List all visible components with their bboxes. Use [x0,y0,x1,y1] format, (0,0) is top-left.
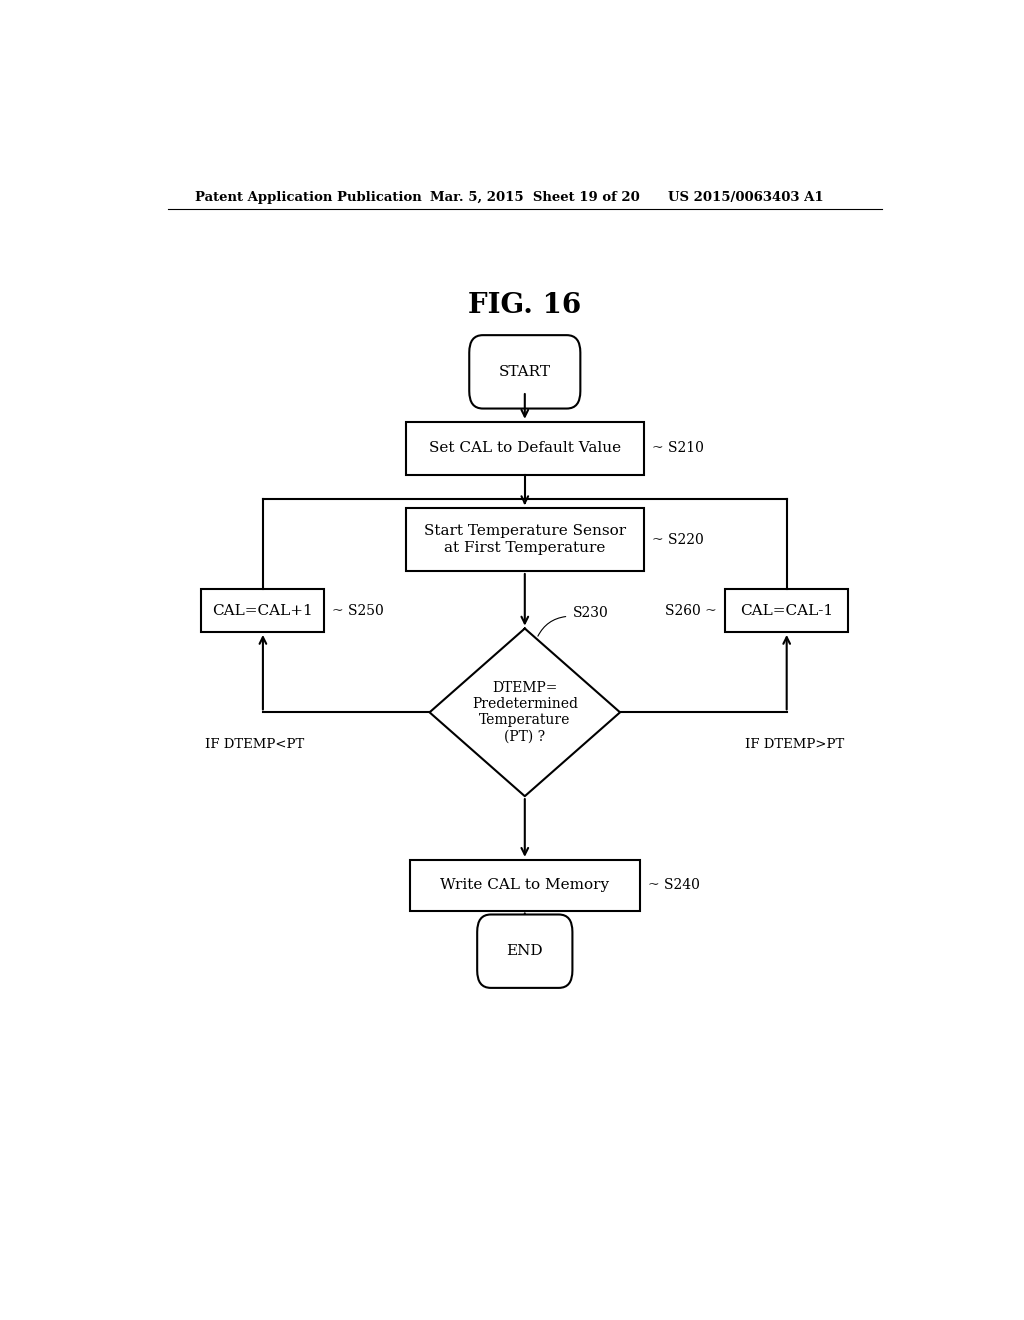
Text: ~ S240: ~ S240 [648,878,699,892]
Text: END: END [507,944,543,958]
Text: ~ S210: ~ S210 [652,441,703,455]
FancyBboxPatch shape [469,335,581,408]
Text: US 2015/0063403 A1: US 2015/0063403 A1 [668,190,823,203]
Text: Mar. 5, 2015  Sheet 19 of 20: Mar. 5, 2015 Sheet 19 of 20 [430,190,639,203]
Text: ~ S250: ~ S250 [333,603,384,618]
Bar [725,589,848,632]
Bar [406,421,644,474]
Bar [202,589,325,632]
Text: IF DTEMP>PT: IF DTEMP>PT [745,738,844,751]
Text: S230: S230 [572,606,608,620]
Text: Start Temperature Sensor
at First Temperature: Start Temperature Sensor at First Temper… [424,524,626,554]
Text: DTEMP=
Predetermined
Temperature
(PT) ?: DTEMP= Predetermined Temperature (PT) ? [472,681,578,743]
Text: START: START [499,364,551,379]
Text: CAL=CAL-1: CAL=CAL-1 [740,603,834,618]
Polygon shape [430,628,620,796]
Bar [406,508,644,572]
Bar [410,859,640,911]
Text: Set CAL to Default Value: Set CAL to Default Value [429,441,621,455]
Text: FIG. 16: FIG. 16 [468,292,582,319]
FancyBboxPatch shape [477,915,572,987]
Text: Patent Application Publication: Patent Application Publication [196,190,422,203]
Text: ~ S220: ~ S220 [652,532,703,546]
Text: Write CAL to Memory: Write CAL to Memory [440,878,609,892]
Text: IF DTEMP<PT: IF DTEMP<PT [206,738,304,751]
Text: S260 ~: S260 ~ [666,603,717,618]
Text: CAL=CAL+1: CAL=CAL+1 [213,603,313,618]
